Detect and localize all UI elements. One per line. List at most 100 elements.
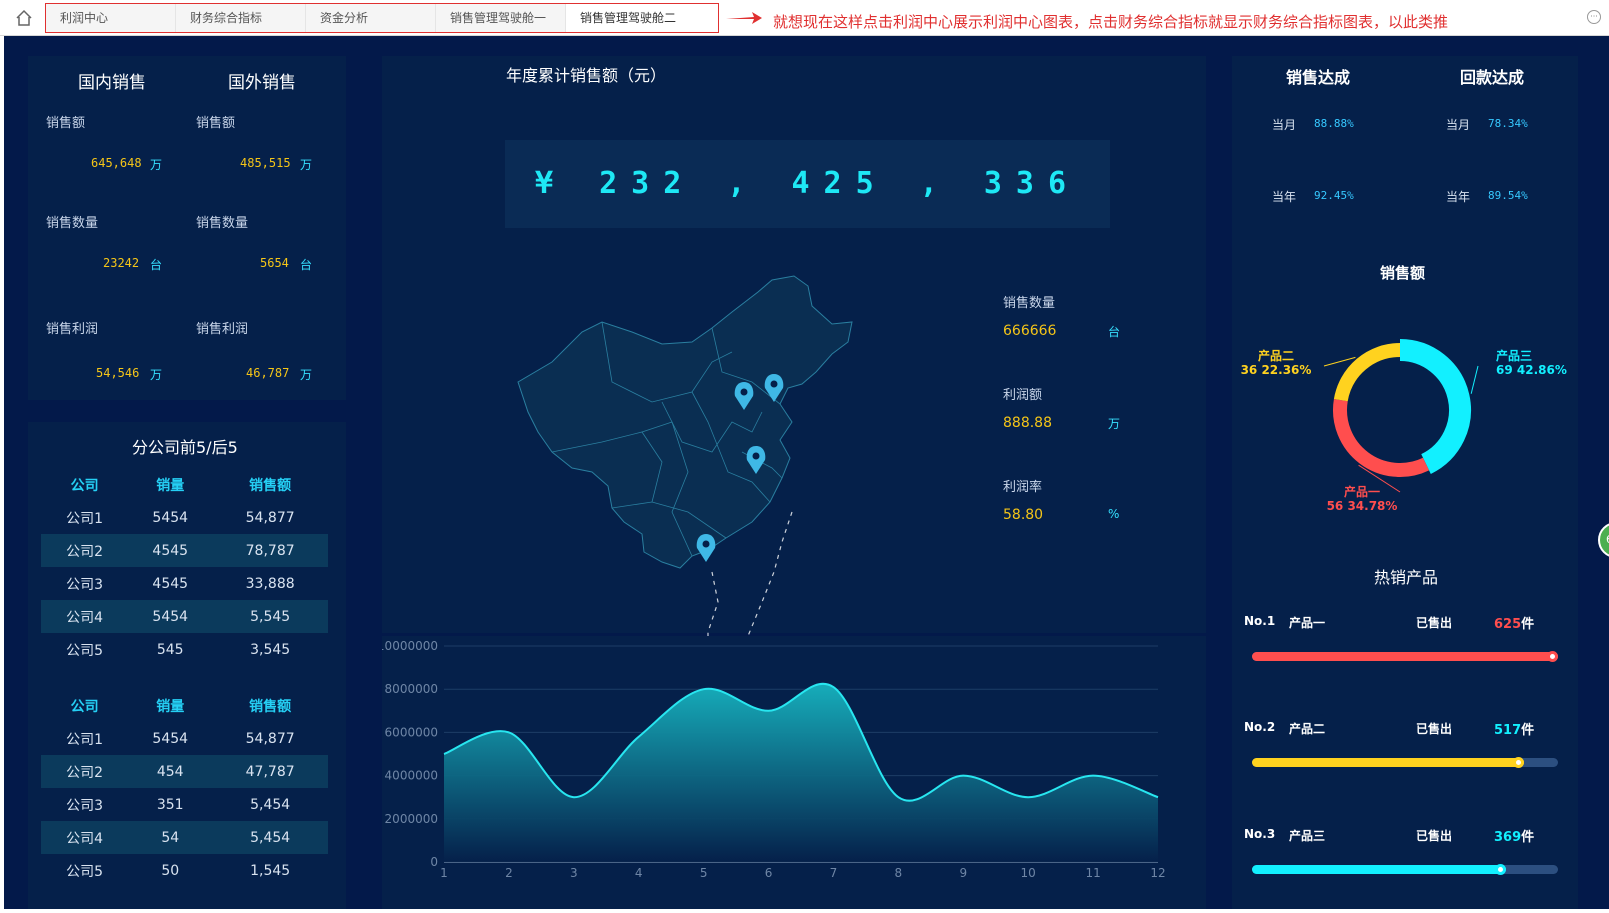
donut-slice: [1340, 400, 1426, 470]
domestic-amount-value: 645,648: [91, 156, 142, 170]
more-icon[interactable]: ···: [1587, 10, 1601, 24]
sales-month-value: 88.88%: [1314, 117, 1354, 130]
hot-rank: No.3: [1244, 827, 1275, 841]
metric-margin-label: 利润率: [1003, 476, 1042, 495]
foreign-qty-unit: 台: [300, 256, 312, 273]
hot-progress-fill: [1252, 758, 1524, 767]
location-pin-icon[interactable]: [697, 534, 716, 562]
tab-financial-indicators[interactable]: 财务综合指标: [176, 4, 306, 32]
home-icon[interactable]: [14, 8, 34, 28]
payment-month-value: 78.34%: [1488, 117, 1528, 130]
hot-progress-bar: [1252, 652, 1558, 661]
tab-list: 利润中心 财务综合指标 资金分析 销售管理驾驶舱一 销售管理驾驶舱二: [45, 3, 719, 33]
hot-count: 369件: [1494, 826, 1534, 845]
donut-leader-line: [1471, 366, 1478, 394]
y-tick-label: 6000000: [385, 725, 438, 739]
hot-count: 517件: [1494, 719, 1534, 738]
sales-panel: 国内销售 国外销售 销售额 645,648 万 销售额 485,515 万 销售…: [28, 56, 346, 400]
payment-month-label: 当月: [1446, 116, 1470, 133]
sales-achieve-title: 销售达成: [1286, 64, 1350, 88]
foreign-qty-value: 5654: [260, 256, 289, 270]
col-amount: 销售额: [212, 689, 328, 722]
red-arrow-icon: [726, 10, 762, 26]
x-tick-label: 4: [635, 866, 643, 880]
tab-profit-center[interactable]: 利润中心: [46, 4, 176, 32]
tab-fund-analysis[interactable]: 资金分析: [306, 4, 436, 32]
hot-products-panel: 热销产品 No.1 产品一 已售出 625件 No.2 产品二 已售出 517件…: [1232, 546, 1578, 909]
china-land: [518, 276, 852, 568]
payment-year-value: 89.54%: [1488, 189, 1528, 202]
x-tick-label: 7: [830, 866, 838, 880]
hot-sold-label: 已售出: [1416, 720, 1452, 737]
col-volume: 销量: [128, 689, 212, 722]
donut-slice-name: 产品一: [1344, 484, 1380, 499]
achievement-panel: 销售达成 回款达成 当月 88.88% 当月 78.34% 当年 92.45% …: [1232, 56, 1578, 254]
metric-qty-label: 销售数量: [1003, 292, 1055, 311]
annual-total-value: ¥ 232 , 425 , 336: [505, 140, 1110, 228]
x-tick-label: 10: [1021, 866, 1036, 880]
donut-slice-name: 产品三: [1496, 348, 1532, 363]
x-tick-label: 3: [570, 866, 578, 880]
donut-slice: [1400, 350, 1460, 464]
tab-sales-cockpit-2[interactable]: 销售管理驾驶舱二: [566, 4, 718, 32]
hot-rank: No.1: [1244, 614, 1275, 628]
x-tick-label: 1: [440, 866, 448, 880]
hot-progress-handle: [1495, 864, 1506, 875]
sales-month-label: 当月: [1272, 116, 1296, 133]
metric-margin-value: 58.80: [1003, 507, 1043, 523]
payment-achieve-title: 回款达成: [1460, 64, 1524, 88]
domestic-profit-value: 54,546: [96, 366, 139, 380]
hot-progress-bar: [1252, 865, 1558, 874]
x-tick-label: 6: [765, 866, 773, 880]
domestic-qty-label: 销售数量: [46, 212, 98, 231]
hot-products-title: 热销产品: [1374, 564, 1438, 588]
x-tick-label: 9: [959, 866, 967, 880]
donut-slice: [1341, 350, 1400, 400]
metric-profit-value: 888.88: [1003, 415, 1052, 431]
y-tick-label: 10000000: [382, 639, 438, 653]
donut-slice-value: 36 22.36%: [1241, 363, 1312, 377]
x-tick-label: 5: [700, 866, 708, 880]
domestic-sales-title: 国内销售: [78, 68, 146, 93]
tab-bar: 利润中心 财务综合指标 资金分析 销售管理驾驶舱一 销售管理驾驶舱二 就想现在这…: [0, 0, 1609, 36]
domestic-qty-value: 23242: [103, 256, 139, 270]
branch-ranking-title: 分公司前5/后5: [132, 434, 238, 458]
sales-year-value: 92.45%: [1314, 189, 1354, 202]
annotation-note: 就想现在这样点击利润中心展示利润中心图表，点击财务综合指标就显示财务综合指标图表…: [773, 11, 1448, 32]
annual-sales-title: 年度累计销售额（元）: [506, 62, 666, 86]
hot-progress-handle: [1547, 651, 1558, 662]
x-tick-label: 12: [1150, 866, 1165, 880]
area-fill: [444, 684, 1158, 862]
domestic-qty-unit: 台: [150, 256, 162, 273]
foreign-profit-unit: 万: [300, 366, 312, 383]
hot-sold-label: 已售出: [1416, 827, 1452, 844]
donut-slice-value: 56 34.78%: [1327, 499, 1398, 513]
float-badge[interactable]: 6: [1598, 522, 1609, 558]
hot-name: 产品一: [1289, 614, 1325, 631]
china-map: [512, 272, 872, 652]
hot-progress-fill: [1252, 652, 1558, 661]
hot-sold-label: 已售出: [1416, 614, 1452, 631]
x-tick-label: 8: [895, 866, 903, 880]
y-tick-label: 8000000: [385, 682, 438, 696]
tab-sales-cockpit-1[interactable]: 销售管理驾驶舱一: [436, 4, 566, 32]
domestic-profit-label: 销售利润: [46, 318, 98, 337]
metric-profit-unit: 万: [1108, 415, 1120, 432]
hot-count: 625件: [1494, 613, 1534, 632]
col-company: 公司: [41, 468, 128, 501]
metric-qty-unit: 台: [1108, 323, 1120, 340]
domestic-amount-unit: 万: [150, 156, 162, 173]
hot-progress-handle: [1513, 757, 1524, 768]
